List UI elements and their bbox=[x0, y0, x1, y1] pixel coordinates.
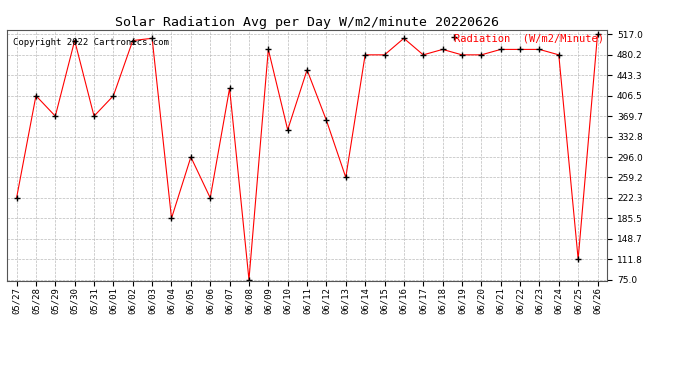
Radiation  (W/m2/Minute) bbox=[438, 47, 446, 52]
Radiation  (W/m2/Minute) bbox=[226, 86, 234, 90]
Radiation  (W/m2/Minute) bbox=[380, 53, 388, 57]
Radiation  (W/m2/Minute) bbox=[284, 128, 292, 132]
Radiation  (W/m2/Minute) bbox=[148, 36, 156, 40]
Radiation  (W/m2/Minute) bbox=[322, 118, 331, 123]
Radiation  (W/m2/Minute) bbox=[303, 68, 311, 72]
Radiation  (W/m2/Minute) bbox=[400, 36, 408, 40]
Radiation  (W/m2/Minute) bbox=[245, 278, 253, 282]
Text: Copyright 2022 Cartronics.com: Copyright 2022 Cartronics.com bbox=[13, 38, 169, 46]
Radiation  (W/m2/Minute) bbox=[187, 155, 195, 159]
Radiation  (W/m2/Minute) bbox=[32, 93, 40, 98]
Title: Solar Radiation Avg per Day W/m2/minute 20220626: Solar Radiation Avg per Day W/m2/minute … bbox=[115, 16, 499, 29]
Radiation  (W/m2/Minute) bbox=[477, 53, 486, 57]
Legend: Radiation  (W/m2/Minute): Radiation (W/m2/Minute) bbox=[454, 33, 604, 43]
Line: Radiation  (W/m2/Minute): Radiation (W/m2/Minute) bbox=[14, 32, 600, 282]
Radiation  (W/m2/Minute) bbox=[90, 114, 98, 118]
Radiation  (W/m2/Minute) bbox=[109, 93, 117, 98]
Radiation  (W/m2/Minute) bbox=[516, 47, 524, 52]
Radiation  (W/m2/Minute) bbox=[593, 32, 602, 37]
Radiation  (W/m2/Minute) bbox=[419, 53, 427, 57]
Radiation  (W/m2/Minute) bbox=[12, 196, 21, 200]
Radiation  (W/m2/Minute) bbox=[264, 47, 273, 52]
Radiation  (W/m2/Minute) bbox=[574, 257, 582, 261]
Radiation  (W/m2/Minute) bbox=[206, 196, 215, 200]
Radiation  (W/m2/Minute) bbox=[70, 38, 79, 43]
Radiation  (W/m2/Minute) bbox=[128, 38, 137, 43]
Radiation  (W/m2/Minute) bbox=[51, 114, 59, 118]
Radiation  (W/m2/Minute) bbox=[342, 175, 350, 180]
Radiation  (W/m2/Minute) bbox=[535, 47, 544, 52]
Radiation  (W/m2/Minute) bbox=[555, 53, 563, 57]
Radiation  (W/m2/Minute) bbox=[361, 53, 369, 57]
Radiation  (W/m2/Minute) bbox=[168, 216, 176, 220]
Radiation  (W/m2/Minute) bbox=[458, 53, 466, 57]
Radiation  (W/m2/Minute) bbox=[497, 47, 505, 52]
